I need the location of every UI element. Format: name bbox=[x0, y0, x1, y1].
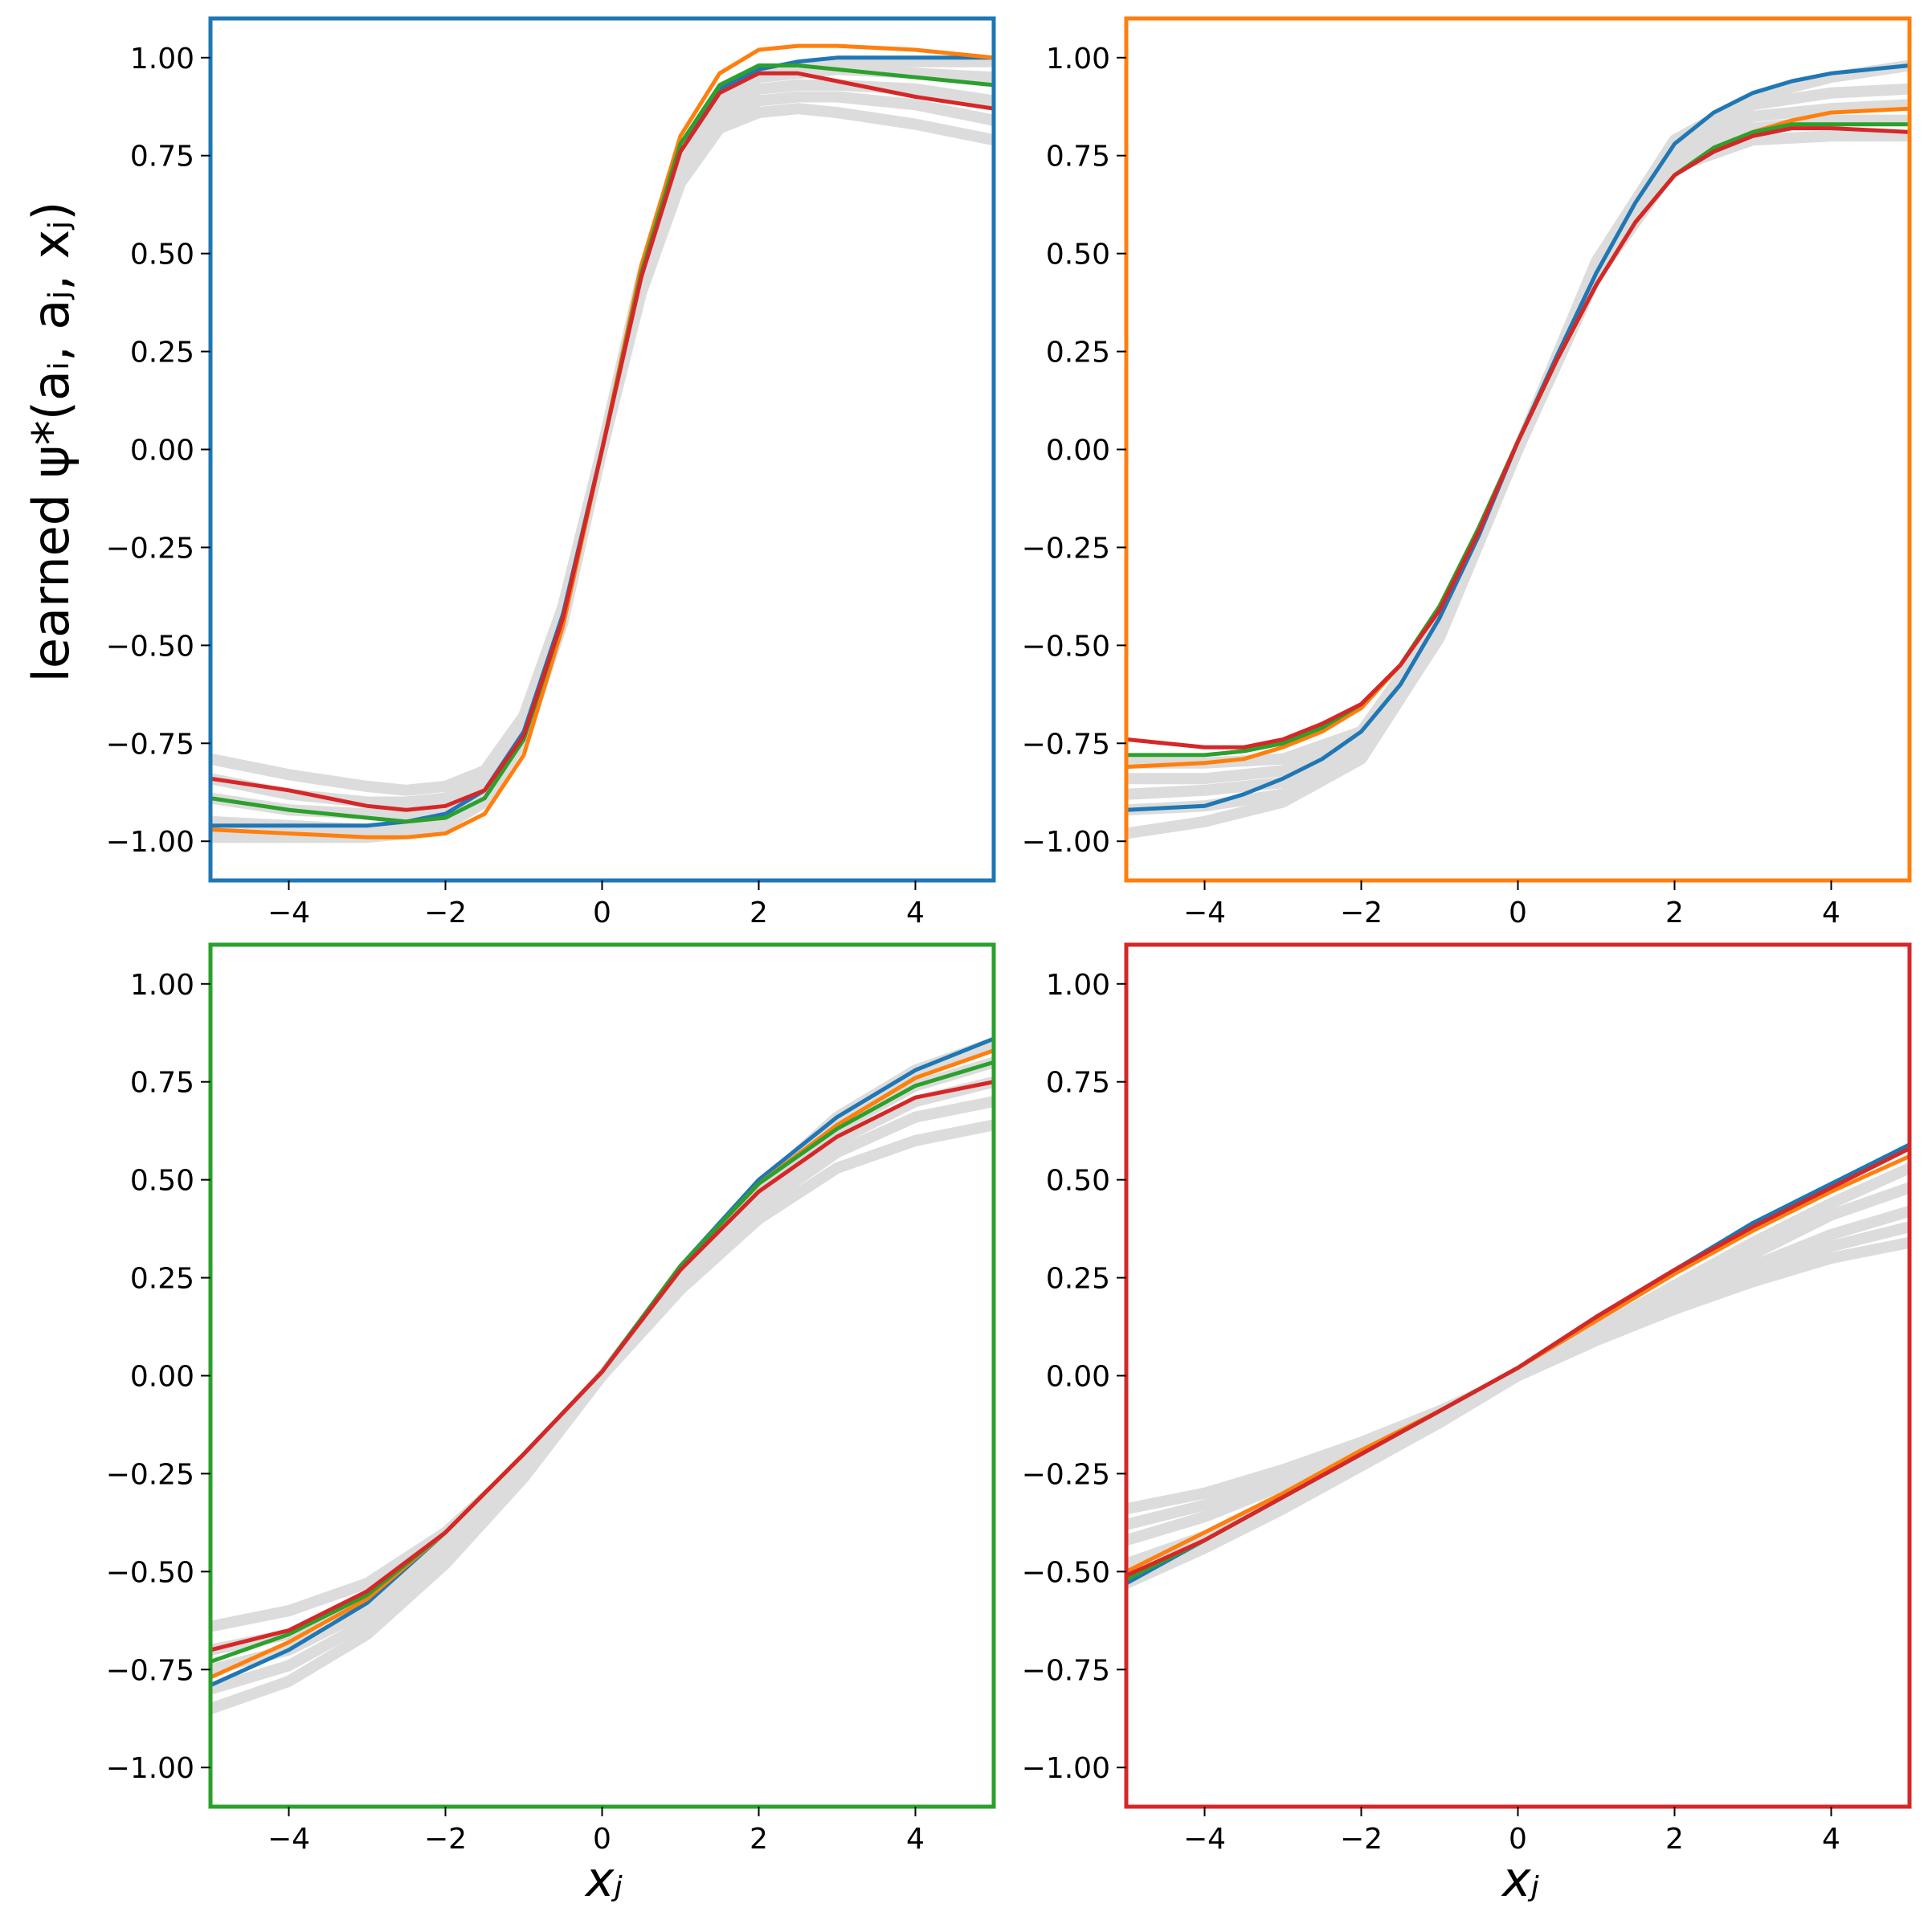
ytick-label: −1.00 bbox=[106, 826, 194, 859]
figure-ylabel: learned ψ*(aᵢ, aⱼ, xⱼ) bbox=[22, 202, 80, 683]
ytick-label: 0.00 bbox=[130, 435, 194, 468]
ytick-label: −1.00 bbox=[106, 1752, 194, 1785]
xtick-label: −2 bbox=[424, 897, 467, 929]
xtick-label: 0 bbox=[593, 1823, 611, 1856]
ytick-label: 0.00 bbox=[1046, 1361, 1110, 1394]
ytick-label: 0.50 bbox=[1046, 239, 1110, 272]
series-line-red bbox=[1126, 1146, 1910, 1578]
ytick-label: −0.25 bbox=[1022, 532, 1110, 565]
ytick-label: −1.00 bbox=[1022, 826, 1110, 859]
ytick-label: −0.50 bbox=[106, 1556, 194, 1589]
ytick-label: −0.75 bbox=[106, 728, 194, 761]
ytick-label: −0.50 bbox=[106, 630, 194, 663]
xtick-label: −4 bbox=[268, 1823, 310, 1856]
ytick-label: 0.50 bbox=[130, 239, 194, 272]
xtick-label: 4 bbox=[906, 1823, 925, 1856]
ytick-label: 0.25 bbox=[130, 1263, 194, 1296]
xtick-label: 0 bbox=[1509, 897, 1527, 929]
xtick-label: −2 bbox=[424, 1823, 467, 1856]
ytick-label: −0.25 bbox=[106, 1458, 194, 1491]
xtick-label: −4 bbox=[1183, 897, 1226, 929]
xtick-label: 4 bbox=[1822, 897, 1840, 929]
panel-1-plot-area bbox=[210, 43, 994, 843]
ytick-label: 1.00 bbox=[130, 969, 194, 1002]
xtick-label: −2 bbox=[1340, 897, 1383, 929]
xtick-label: −4 bbox=[1183, 1823, 1226, 1856]
xtick-label: 4 bbox=[1822, 1823, 1840, 1856]
reference-curve-5 bbox=[1126, 1162, 1910, 1589]
ytick-label: 1.00 bbox=[1046, 969, 1110, 1002]
ytick-label: −0.75 bbox=[1022, 728, 1110, 761]
ytick-label: 0.75 bbox=[130, 1067, 194, 1100]
xtick-label: 0 bbox=[1509, 1823, 1527, 1856]
ytick-label: −1.00 bbox=[1022, 1752, 1110, 1785]
series-line-red bbox=[210, 71, 994, 812]
panel-4-plot-area bbox=[1126, 1142, 1910, 1589]
xtick-label: 2 bbox=[1665, 897, 1684, 929]
xtick-label: 2 bbox=[750, 897, 768, 929]
panel-4-xlabel: xⱼ bbox=[1501, 1852, 1540, 1908]
ytick-label: −0.25 bbox=[106, 532, 194, 565]
panel-2-plot-area bbox=[1126, 59, 1910, 839]
ytick-label: 0.25 bbox=[130, 337, 194, 370]
xtick-label: 2 bbox=[1665, 1823, 1684, 1856]
ytick-label: 1.00 bbox=[1046, 43, 1110, 76]
ytick-label: −0.75 bbox=[106, 1654, 194, 1687]
ytick-label: 0.00 bbox=[1046, 435, 1110, 468]
ytick-label: 0.75 bbox=[1046, 141, 1110, 174]
series-line-orange bbox=[210, 1048, 994, 1680]
xtick-label: 4 bbox=[906, 897, 925, 929]
ytick-label: −0.25 bbox=[1022, 1458, 1110, 1491]
ytick-label: 1.00 bbox=[130, 43, 194, 76]
xtick-label: −2 bbox=[1340, 1823, 1383, 1856]
reference-curve-5 bbox=[1126, 59, 1910, 839]
ytick-label: 0.50 bbox=[1046, 1165, 1110, 1198]
ytick-label: 0.75 bbox=[130, 141, 194, 174]
xtick-label: 0 bbox=[593, 897, 611, 929]
ytick-label: 0.25 bbox=[1046, 1263, 1110, 1296]
panel-4: 1.00 0.75 0.50 0.25 0.00 −0.25 −0.50 −0.75 −1.00… bbox=[1022, 942, 1912, 1856]
ytick-label: 0.75 bbox=[1046, 1067, 1110, 1100]
ytick-label: −0.75 bbox=[1022, 1654, 1110, 1687]
xtick-label: −4 bbox=[268, 897, 310, 929]
series-line-red bbox=[210, 1080, 994, 1652]
ytick-label: 0.00 bbox=[130, 1361, 194, 1394]
panel-2: 1.00 0.75 0.50 0.25 0.00 −0.25 −0.50 −0.75 −1.00… bbox=[1022, 16, 1912, 929]
panel-3-xlabel: xⱼ bbox=[584, 1852, 623, 1908]
xtick-label: 2 bbox=[750, 1823, 768, 1856]
panel-3: 1.00 0.75 0.50 0.25 0.00 −0.25 −0.50 −0.75 −1.00… bbox=[106, 942, 996, 1856]
panel-1: 1.00 0.75 0.50 0.25 0.00 −0.25 −0.50 −0.75 −1.00… bbox=[106, 16, 996, 929]
ytick-label: 0.50 bbox=[130, 1165, 194, 1198]
panel-3-plot-area bbox=[210, 1036, 994, 1715]
ytick-label: 0.25 bbox=[1046, 337, 1110, 370]
ytick-label: −0.50 bbox=[1022, 630, 1110, 663]
series-line-red bbox=[1126, 126, 1910, 750]
ytick-label: −0.50 bbox=[1022, 1556, 1110, 1589]
